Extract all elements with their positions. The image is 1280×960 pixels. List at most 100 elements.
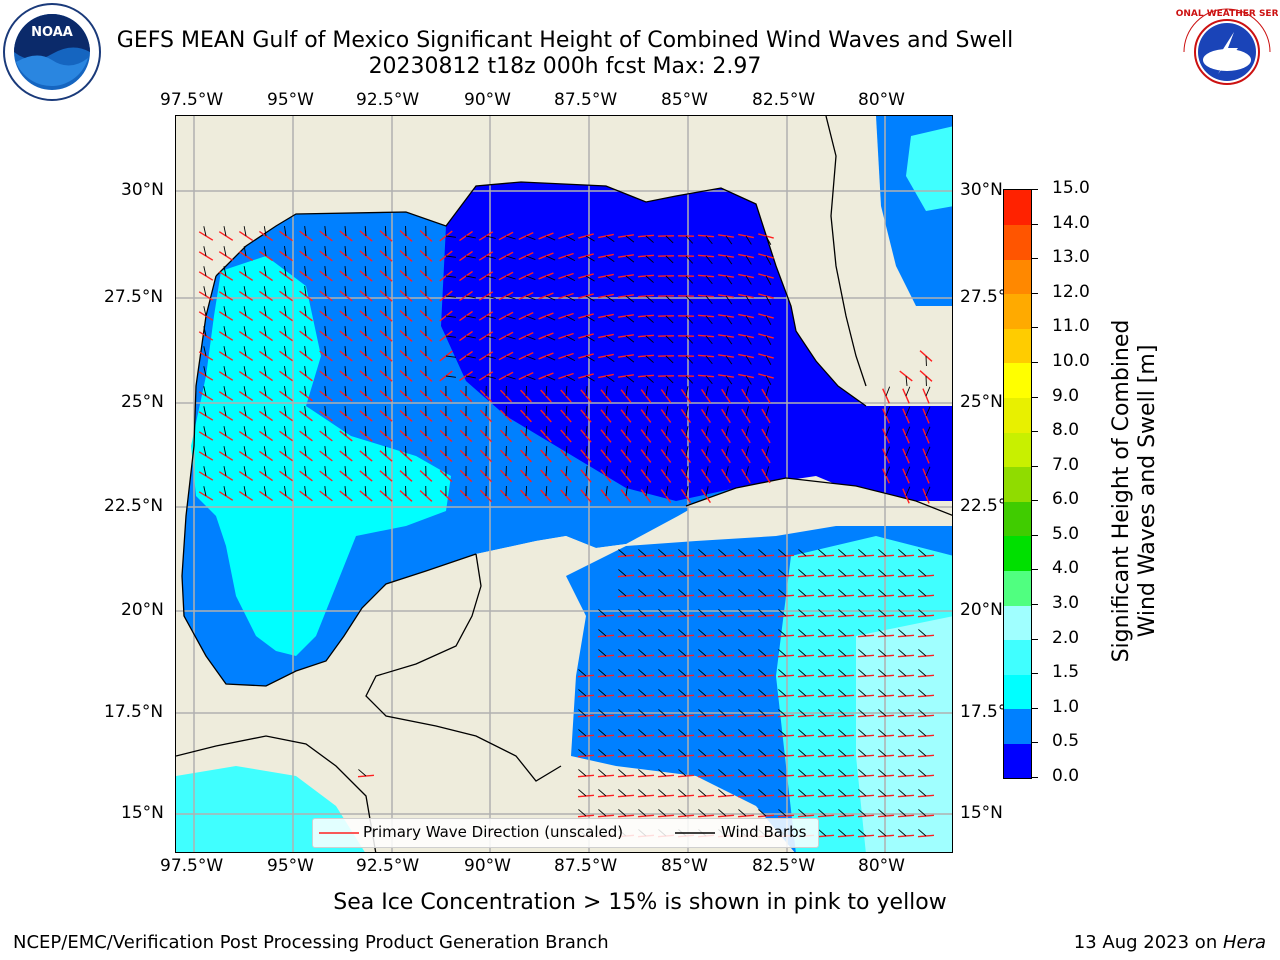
wind-barb [705,406,709,417]
wind-barb [364,485,367,497]
wind-barb [223,306,227,317]
wind-barb [725,426,729,437]
wind-barb [284,366,287,377]
wind-barb [778,629,787,637]
wind-barb [578,769,587,777]
wind-barb [565,295,576,302]
wind-barb [878,609,887,617]
wind-barb [705,355,713,365]
left-lat-label: 15°N [121,803,164,823]
wind-barb [304,426,307,437]
wind-barb [818,809,827,817]
wind-barb [525,255,536,260]
wind-barb [798,749,807,757]
wind-barb [798,709,807,717]
wind-barb [565,315,576,322]
wind-barb [838,649,847,657]
wind-barb [685,295,694,304]
wind-barb [263,486,267,497]
wind-barb [665,446,669,457]
wind-barb [738,569,747,577]
wind-barb [605,446,608,457]
top-lon-label: 82.5°W [752,90,816,110]
wind-barb [203,366,207,377]
coastlines [176,116,952,852]
wind-barb [525,235,536,240]
wind-barb [203,266,207,277]
wind-barb [658,669,667,677]
wind-barb [645,335,654,343]
wind-barb [485,235,496,239]
wind-barb [758,789,767,797]
wind-barb [284,226,287,237]
wind-barb [598,749,607,757]
wind-barb [658,809,667,817]
wind-barb [618,589,627,597]
wind-barb [598,669,607,677]
wind-barb [665,355,674,364]
wind-barb [718,689,727,697]
wind-barb [818,829,827,837]
wind-barb [598,649,607,657]
wind-barb [203,426,207,437]
wind-barb [223,326,227,337]
colorbar-segment [1004,708,1031,744]
wind-barb [925,466,931,477]
wind-barb [485,315,496,319]
wind-barb [918,629,927,637]
wind-barb [818,549,827,557]
wind-barb [705,386,709,397]
wind-barb [778,789,787,797]
wind-barb [578,709,587,717]
colorbar-tick-label: 14.0 [1052,212,1090,233]
wind-barb [778,569,787,577]
colorbar-tick-label: 10.0 [1052,350,1090,371]
colorbar-segment [1004,674,1031,710]
wind-barb [898,609,907,617]
wind-barb [878,829,887,837]
wind-barb [798,689,807,697]
wind-barb [304,266,307,277]
wind-barb [223,446,227,457]
wind-barb [658,689,667,697]
wind-barb [678,809,687,817]
wind-barb [585,386,588,397]
wind-barb [585,275,595,282]
colorbar-segment [1004,466,1031,502]
wind-barb [745,355,752,365]
wind-barb [578,729,587,737]
wind-barb [625,315,635,323]
colorbar-tick-label: 4.0 [1052,558,1080,579]
wind-barb [658,789,667,797]
wind-barb [485,255,496,259]
colorbar-tick-mark [1032,604,1038,606]
wind-barb [243,226,247,237]
wind-barb [324,446,327,457]
wind-barb [858,609,867,617]
wind-barb [384,445,387,457]
colorbar-tick-mark [1032,327,1038,329]
wind-barb [384,225,387,237]
wind-barb [738,629,747,637]
wind-barb [344,366,347,377]
calm-water-region [441,182,952,501]
wind-barb [658,729,667,737]
wind-barb [665,235,674,244]
wind-barb [745,426,749,437]
wind-barb [505,315,516,320]
wind-barb [718,669,727,677]
wind-barb [585,486,588,497]
wind-barb [838,549,847,557]
wind-barb [364,365,367,377]
wind-barb [918,569,927,577]
wind-barb [685,406,689,417]
wind-barb [203,406,207,417]
wind-barb [678,549,687,557]
wind-barbs-legend-label: Wind Barbs [721,823,807,841]
wind-barb [203,226,207,237]
wind-barb [324,266,327,277]
wind-barb [858,669,867,677]
wind-barb [304,406,307,417]
wind-barb [878,809,887,817]
wind-barb [344,386,347,397]
